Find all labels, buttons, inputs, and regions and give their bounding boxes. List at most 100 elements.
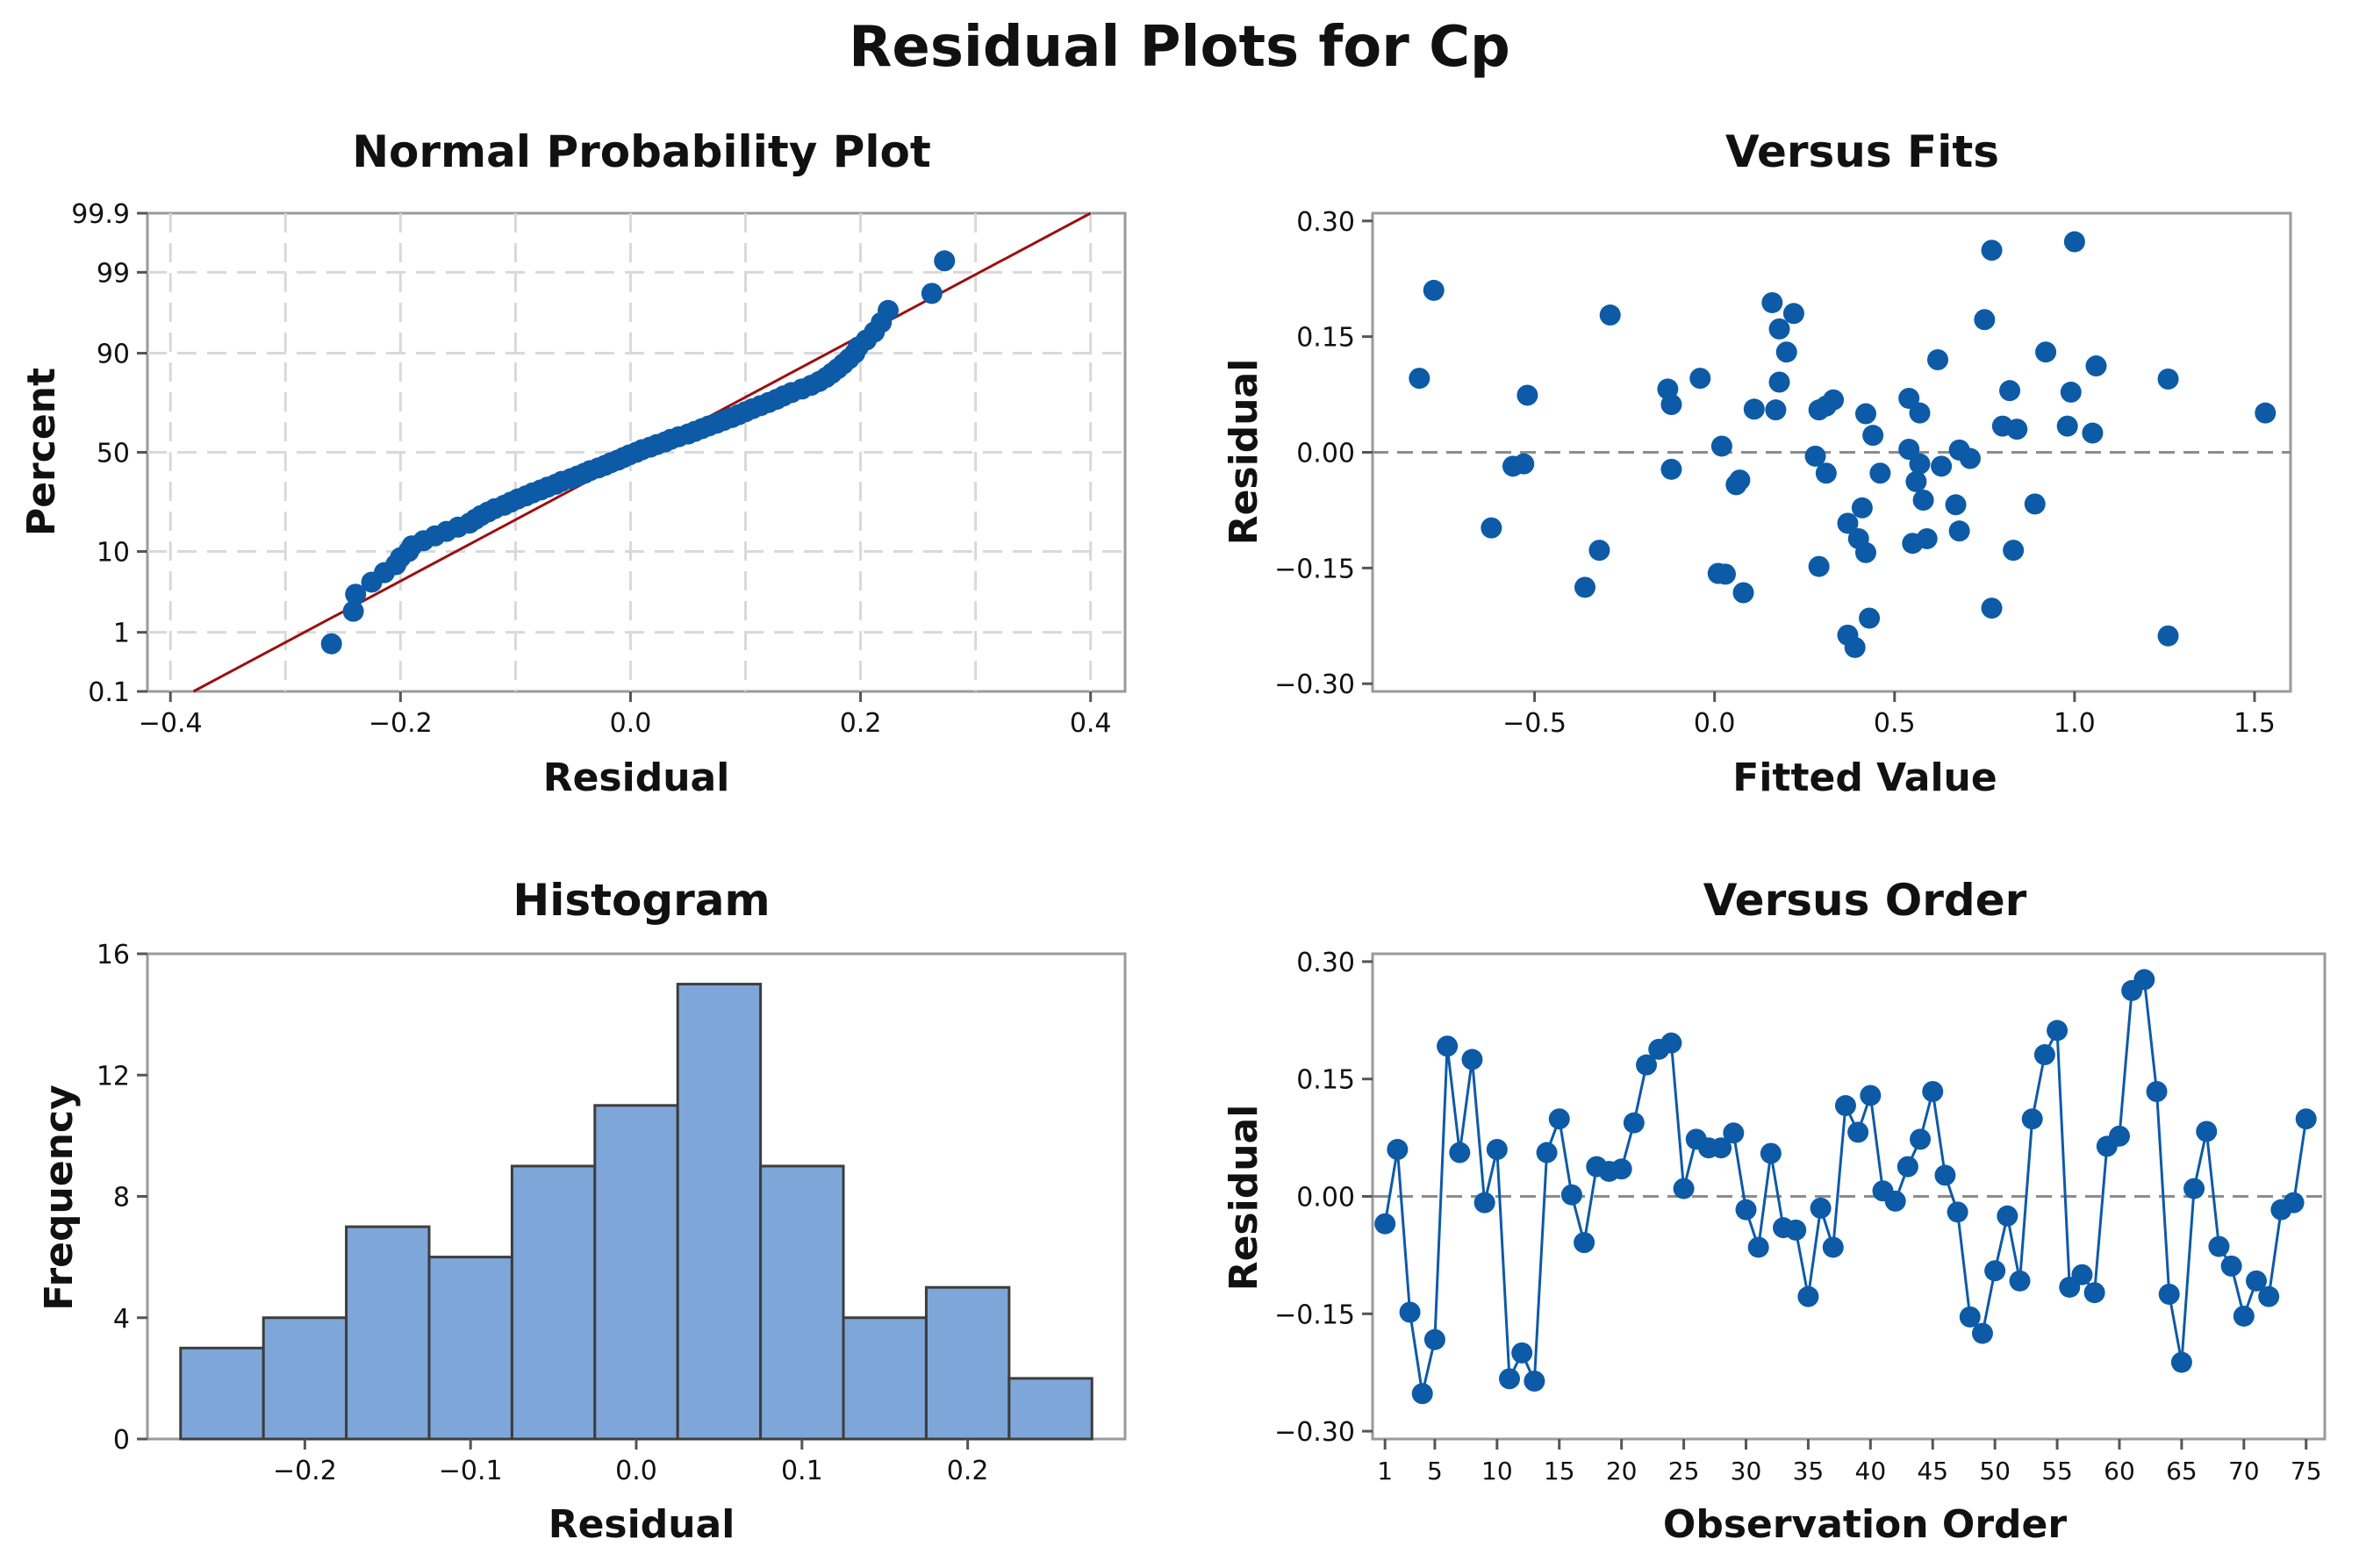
npp-x-label: Residual bbox=[543, 755, 730, 800]
fits-point bbox=[1660, 458, 1682, 480]
fits-point bbox=[1948, 520, 1970, 542]
npp-point bbox=[934, 250, 956, 272]
fits-point bbox=[1898, 438, 1920, 460]
order-point bbox=[1411, 1383, 1433, 1405]
npp-x-tick-label: 0.2 bbox=[840, 708, 882, 739]
order-point bbox=[1673, 1178, 1695, 1199]
fits-point bbox=[1689, 368, 1711, 390]
order-point bbox=[1574, 1232, 1595, 1254]
hist-bar bbox=[593, 1104, 679, 1441]
fits-y-tick-label: 0.15 bbox=[1296, 323, 1355, 354]
order-point bbox=[1922, 1080, 1944, 1102]
order-point bbox=[2283, 1192, 2305, 1214]
figure-title: Residual Plots for Cp bbox=[849, 15, 1510, 80]
order-point bbox=[1437, 1035, 1459, 1057]
fits-y-tick-label: 0.30 bbox=[1296, 207, 1355, 238]
hist-bar bbox=[345, 1225, 431, 1441]
order-point bbox=[1735, 1199, 1757, 1221]
order-y-tick-label: 0.00 bbox=[1296, 1183, 1355, 1214]
order-point bbox=[2158, 1283, 2180, 1305]
fits-point bbox=[1729, 469, 1751, 491]
hist-title: Histogram bbox=[513, 875, 770, 926]
order-x-tick-label: 75 bbox=[2291, 1457, 2322, 1486]
hist-bar bbox=[179, 1346, 265, 1441]
fits-point bbox=[1945, 494, 1967, 516]
order-x-tick-label: 70 bbox=[2228, 1457, 2260, 1486]
order-point bbox=[1834, 1095, 1856, 1117]
order-point bbox=[1473, 1192, 1495, 1214]
hist-y-tick-label: 16 bbox=[97, 940, 130, 970]
order-title: Versus Order bbox=[1703, 875, 2027, 926]
fits-point bbox=[1916, 527, 1938, 549]
order-point bbox=[1997, 1205, 2018, 1227]
histogram-panel: Histogram −0.2 −0.1 0.0 0.1 0.2 0 4 8 12 16 Resi… bbox=[37, 875, 1127, 1547]
normal-probability-plot-panel: Normal Probability Plot −0.4 −0.2 0.0 0.2 0.… bbox=[19, 126, 1127, 800]
hist-x-axis: −0.2 −0.1 0.0 0.1 0.2 bbox=[273, 1439, 989, 1486]
fits-y-tick-label: −0.30 bbox=[1274, 669, 1355, 700]
order-point bbox=[1560, 1184, 1582, 1206]
order-x-tick-label: 15 bbox=[1544, 1457, 1575, 1486]
order-point bbox=[2021, 1108, 2043, 1130]
order-point bbox=[1910, 1128, 1932, 1150]
fits-point bbox=[2157, 368, 2179, 390]
hist-x-label: Residual bbox=[549, 1502, 735, 1547]
fits-point bbox=[1862, 425, 1884, 447]
order-x-tick-label: 10 bbox=[1481, 1457, 1513, 1486]
npp-y-tick-label: 99 bbox=[97, 258, 130, 289]
order-point bbox=[1486, 1138, 1508, 1160]
order-point bbox=[2009, 1270, 2031, 1292]
hist-bar bbox=[1007, 1377, 1093, 1441]
order-x-tick-label: 65 bbox=[2166, 1457, 2198, 1486]
fits-point bbox=[1974, 309, 1996, 331]
npp-points bbox=[320, 250, 956, 655]
order-y-tick-label: −0.15 bbox=[1274, 1300, 1355, 1330]
fits-y-tick-label: 0.00 bbox=[1296, 439, 1355, 469]
fits-point bbox=[1981, 598, 2003, 619]
order-x-tick-label: 20 bbox=[1606, 1457, 1638, 1486]
order-point bbox=[2047, 1020, 2069, 1042]
fits-point bbox=[2082, 422, 2104, 444]
npp-title: Normal Probability Plot bbox=[352, 126, 931, 177]
hist-bar bbox=[262, 1316, 348, 1441]
order-point bbox=[1934, 1164, 1956, 1186]
order-point bbox=[1810, 1197, 1832, 1219]
npp-point bbox=[342, 600, 364, 622]
hist-x-tick-label: 0.1 bbox=[781, 1456, 823, 1486]
fits-point bbox=[1815, 462, 1837, 484]
order-point bbox=[1785, 1219, 1807, 1241]
order-x-label: Observation Order bbox=[1663, 1502, 2067, 1547]
order-x-tick-label: 5 bbox=[1427, 1457, 1443, 1486]
npp-point bbox=[878, 299, 900, 321]
order-point bbox=[1461, 1049, 1483, 1070]
order-point bbox=[2146, 1080, 2168, 1102]
hist-bars bbox=[179, 983, 1093, 1441]
hist-x-tick-label: 0.2 bbox=[947, 1456, 989, 1486]
fits-point bbox=[2006, 419, 2028, 440]
fits-point bbox=[1837, 512, 1859, 534]
npp-x-tick-label: −0.2 bbox=[369, 708, 433, 739]
order-point bbox=[2071, 1264, 2093, 1285]
fits-point bbox=[1768, 318, 1790, 340]
npp-point bbox=[921, 283, 943, 304]
fits-point bbox=[1732, 582, 1754, 604]
fits-point bbox=[1912, 490, 1934, 511]
npp-point bbox=[345, 584, 367, 605]
fits-x-tick-label: 1.0 bbox=[2054, 708, 2096, 739]
fits-point bbox=[1823, 389, 1845, 411]
order-point bbox=[1822, 1236, 1844, 1258]
order-point bbox=[1710, 1137, 1732, 1159]
order-point bbox=[2245, 1270, 2267, 1292]
fits-point bbox=[1927, 349, 1949, 371]
fits-x-label: Fitted Value bbox=[1732, 755, 1997, 800]
hist-bar bbox=[924, 1285, 1011, 1441]
fits-point bbox=[2255, 402, 2277, 424]
order-point bbox=[1897, 1156, 1918, 1178]
fits-point bbox=[1909, 402, 1931, 424]
hist-x-tick-label: −0.2 bbox=[273, 1456, 337, 1486]
npp-y-tick-label: 0.1 bbox=[88, 677, 130, 708]
fits-point bbox=[1743, 398, 1765, 420]
fits-points bbox=[1409, 231, 2277, 658]
fits-point bbox=[2003, 540, 2025, 562]
fits-point bbox=[1588, 540, 1610, 562]
